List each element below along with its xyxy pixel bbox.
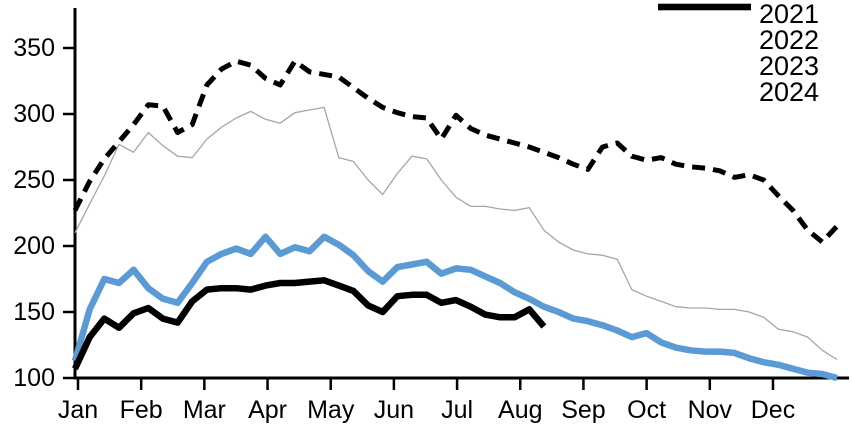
x-tick-label: Feb	[120, 396, 163, 424]
legend-label-2021: 2021	[759, 0, 820, 29]
x-tick-label: Apr	[248, 396, 287, 424]
series-line-2024	[72, 277, 547, 371]
legend-item-2023: 2023	[656, 3, 820, 81]
y-tick-label: 300	[13, 100, 55, 128]
x-tick-label: Aug	[498, 396, 542, 424]
x-tick-label: May	[307, 396, 355, 424]
x-tick-label: Sep	[561, 396, 605, 424]
series-line-2022	[74, 106, 838, 361]
legend-label-2022: 2022	[759, 25, 820, 55]
x-tick-label: Nov	[688, 396, 733, 424]
legend: 2021 2022 2023 2024	[656, 0, 820, 107]
x-tick-label: Jun	[374, 396, 414, 424]
legend-line-sample-2024	[656, 3, 753, 98]
legend-item-2022: 2022	[656, 6, 820, 55]
x-tick-label: Jan	[58, 396, 98, 424]
y-tick-label: 200	[13, 232, 55, 260]
x-tick-label: Mar	[183, 396, 226, 424]
series-line-2021	[72, 58, 839, 245]
y-tick-label: 350	[13, 34, 55, 62]
x-tick-label: Jul	[441, 396, 473, 424]
y-tick-label: 250	[13, 166, 55, 194]
legend-line-sample-2022	[656, 6, 753, 46]
x-tick-label: Dec	[751, 396, 795, 424]
series-line-2023	[71, 233, 838, 382]
x-tick-label: Oct	[627, 396, 666, 424]
y-tick-label: 100	[13, 364, 55, 392]
legend-item-2024: 2024	[656, 3, 820, 107]
legend-label-2024: 2024	[759, 77, 820, 107]
legend-line-sample-2023	[656, 3, 753, 72]
y-tick-label: 150	[13, 298, 55, 326]
legend-label-2023: 2023	[759, 51, 820, 81]
